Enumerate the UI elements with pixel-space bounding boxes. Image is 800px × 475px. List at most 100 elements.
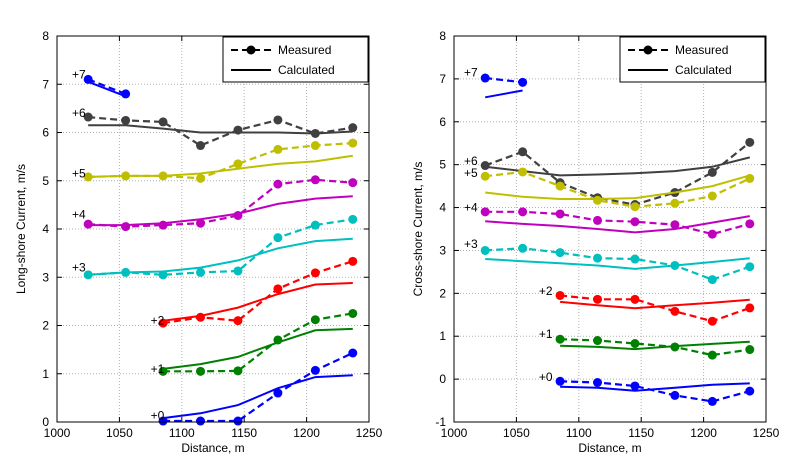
measured-point [670, 198, 680, 208]
measured-point [233, 316, 243, 326]
series-plus7: +7 [464, 65, 528, 99]
calculated-line [560, 298, 750, 310]
measured-point [555, 290, 565, 300]
measured-point [233, 159, 243, 169]
plot-frame [453, 35, 767, 423]
series-plus5: +5 [464, 166, 755, 212]
measured-line [485, 76, 523, 84]
measured-point [630, 254, 640, 264]
legend-measured-marker [643, 45, 653, 55]
series-plus6: +6 [72, 106, 358, 151]
measured-point [158, 318, 168, 328]
calculated-line [485, 257, 750, 270]
measured-point [310, 365, 320, 375]
series-plus2: +2 [539, 284, 755, 326]
measured-point [707, 229, 717, 239]
measured-point [83, 219, 93, 229]
measured-point [121, 222, 131, 232]
measured-point [273, 115, 283, 125]
measured-line [88, 218, 353, 276]
series-plus1: +1 [151, 308, 358, 376]
series-label: +3 [464, 237, 478, 251]
measured-point [348, 138, 358, 148]
longshore-current-panel: +7+6+5+4+3+2+1+0 1000 1050 1100 1150 1200 125… [14, 29, 383, 455]
calculated-line [485, 215, 750, 234]
measured-point [83, 74, 93, 84]
y-tick-label: 1 [439, 329, 446, 343]
measured-point [480, 171, 490, 181]
x-tick-label: 1250 [356, 426, 383, 440]
x-tick-label: 1250 [753, 426, 780, 440]
legend-measured-label: Measured [278, 43, 331, 57]
series-label: +7 [72, 68, 86, 82]
measured-point [233, 210, 243, 220]
y-tick-label: 6 [42, 126, 49, 140]
measured-line [484, 141, 751, 206]
x-tick-label: 1000 [44, 426, 71, 440]
measured-point [630, 381, 640, 391]
measured-point [555, 248, 565, 258]
measured-point [348, 214, 358, 224]
series-label: +6 [72, 106, 86, 120]
series-plus0: +0 [151, 348, 358, 426]
measured-point [593, 215, 603, 225]
measured-point [518, 147, 528, 157]
legend-calculated-label: Calculated [278, 63, 335, 77]
measured-point [158, 270, 168, 280]
measured-point [593, 378, 603, 388]
measured-point [480, 207, 490, 217]
y-tick-label: 4 [439, 201, 446, 215]
measured-point [196, 173, 206, 183]
measured-point [707, 396, 717, 406]
measured-point [121, 115, 131, 125]
measured-point [518, 167, 528, 177]
legend: Measured Calculated [222, 36, 369, 83]
measured-line [163, 352, 354, 423]
measured-point [630, 202, 640, 212]
series-label: +4 [72, 208, 86, 222]
measured-point [158, 366, 168, 376]
y-tick-label: 3 [42, 270, 49, 284]
measured-point [310, 175, 320, 185]
series-label: +5 [72, 167, 86, 181]
x-tick-label: 1150 [231, 426, 257, 440]
measured-point [707, 167, 717, 177]
measured-line [162, 260, 354, 325]
calculated-line [560, 340, 750, 351]
measured-point [348, 256, 358, 266]
x-tick-label: 1050 [503, 426, 530, 440]
measured-point [83, 172, 93, 182]
measured-line [88, 142, 353, 180]
measured-point [670, 306, 680, 316]
measured-point [310, 220, 320, 230]
measured-point [670, 342, 680, 352]
series-label: +3 [72, 261, 86, 275]
measured-point [630, 217, 640, 227]
series-label: +2 [539, 284, 553, 298]
calculated-line [485, 174, 751, 200]
series-label: +0 [151, 409, 165, 423]
series-plus1: +1 [539, 327, 755, 360]
x-tick-label: 1200 [293, 426, 320, 440]
measured-point [273, 335, 283, 345]
calculated-line [560, 382, 750, 392]
legend: Measured Calculated [619, 36, 766, 83]
series-plus3: +3 [72, 214, 358, 280]
measured-point [707, 275, 717, 285]
measured-line [485, 247, 751, 281]
measured-point [196, 366, 206, 376]
y-tick-label: 8 [42, 29, 49, 43]
y-axis-label: Cross-shore Current, m/s [411, 162, 425, 297]
measured-point [707, 350, 717, 360]
y-tick-label: 5 [439, 158, 446, 172]
measured-line [88, 116, 353, 147]
measured-line [163, 312, 353, 373]
measured-point [233, 125, 243, 135]
y-tick-label: 0 [42, 415, 49, 429]
measured-point [310, 141, 320, 151]
measured-point [233, 266, 243, 276]
calculated-line [87, 80, 126, 98]
x-tick-label: 1000 [441, 426, 468, 440]
legend-measured-label: Measured [675, 43, 728, 57]
measured-point [273, 179, 283, 189]
